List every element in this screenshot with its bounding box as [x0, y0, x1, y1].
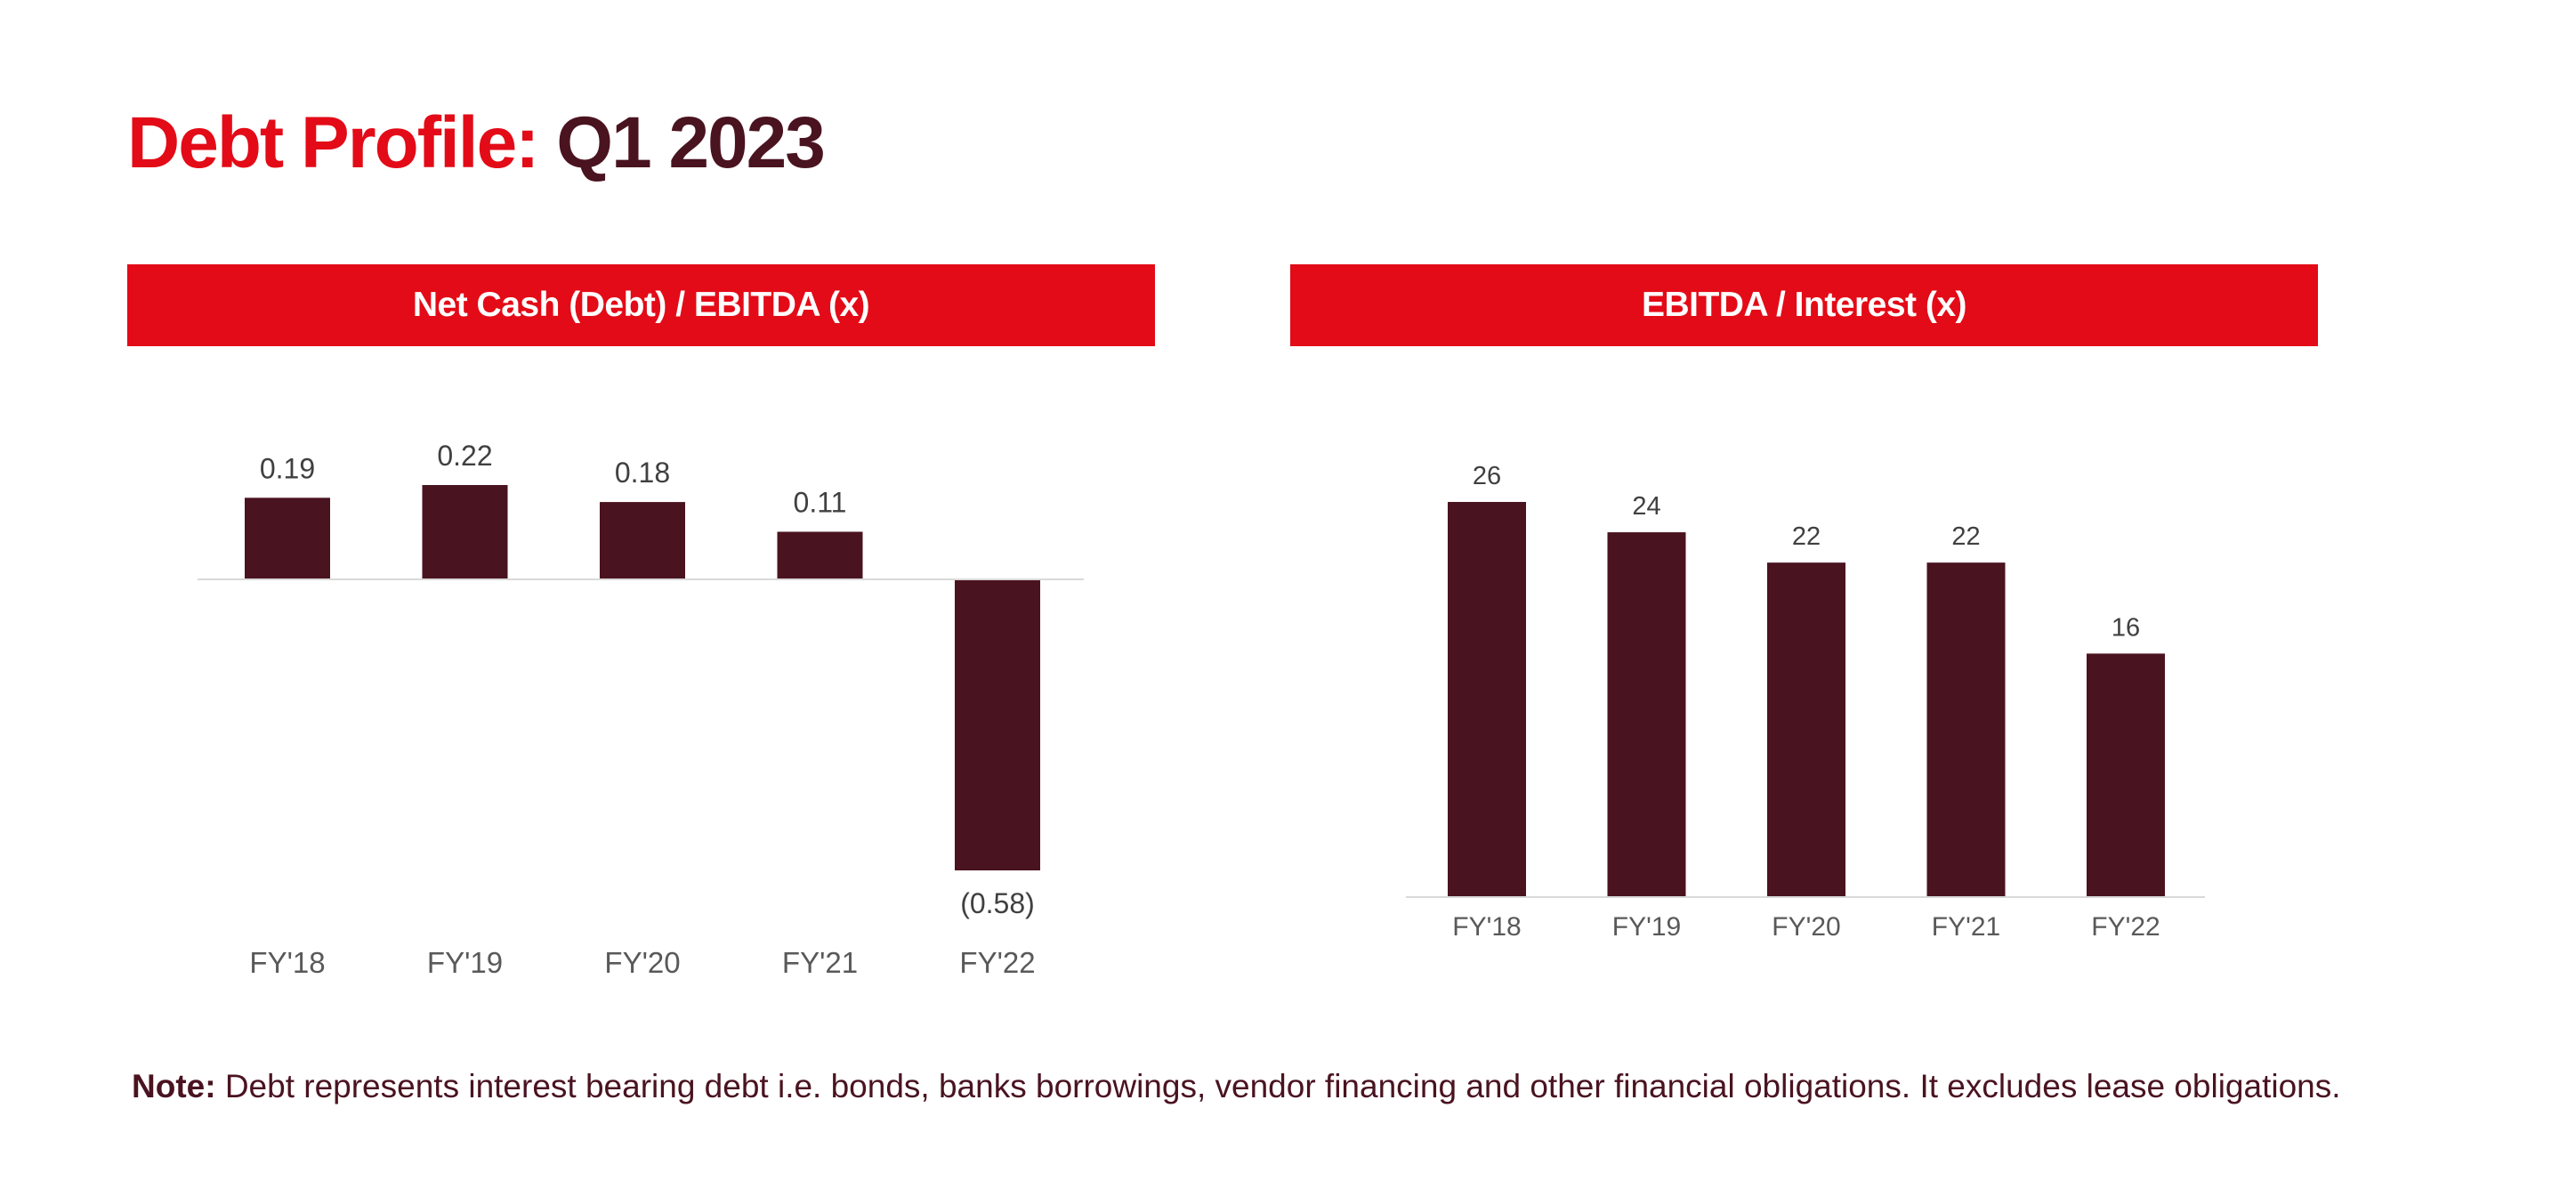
footnote: Note: Debt represents interest bearing d…: [132, 1068, 2341, 1105]
chart-1-data-label: (0.58): [960, 887, 1035, 919]
chart-2-tick-label: FY'20: [1772, 912, 1840, 942]
chart-2-tick-label: FY'22: [2091, 912, 2160, 942]
chart-1-bar: [600, 502, 685, 578]
chart-2-tick-label: FY'21: [1932, 912, 2000, 942]
chart-1-tick-label: FY'22: [959, 946, 1035, 979]
chart-1-data-label: 0.22: [437, 440, 492, 472]
chart-2-tick-label: FY'19: [1612, 912, 1681, 942]
chart-2-data-label: 22: [1792, 522, 1821, 551]
chart-2-data-label: 24: [1632, 492, 1660, 521]
page-title: Debt Profile: Q1 2023: [127, 100, 826, 187]
chart-1-data-label: 0.18: [615, 457, 670, 489]
chart-1-bar: [777, 531, 863, 578]
chart-1-bar: [245, 497, 330, 578]
chart-1-data-label: 0.11: [794, 487, 847, 519]
chart-2-bar: [1926, 562, 2006, 896]
chart-2-bar: [1448, 502, 1526, 896]
title-period: Q1 2023: [556, 102, 826, 183]
chart-title-ebitda-interest: EBITDA / Interest (x): [1290, 264, 2318, 346]
footnote-text: Debt represents interest bearing debt i.…: [224, 1068, 2341, 1104]
chart-2-bar: [1767, 562, 1845, 896]
chart-2-data-label: 22: [1951, 522, 1980, 551]
chart-title-net-cash-ebitda: Net Cash (Debt) / EBITDA (x): [127, 264, 1155, 346]
chart-1-tick-label: FY'19: [427, 946, 503, 979]
chart-2-bar: [2087, 653, 2165, 896]
chart-1-bar: [955, 580, 1040, 870]
chart-1-tick-label: FY'20: [604, 946, 680, 979]
chart-1-bar: [422, 485, 508, 578]
chart-2-data-label: 26: [1473, 462, 1501, 490]
chart-1-tick-label: FY'21: [782, 946, 858, 979]
chart-1-data-label: 0.19: [260, 452, 315, 484]
title-prefix: Debt Profile:: [127, 102, 539, 183]
footnote-label: Note:: [132, 1068, 216, 1104]
chart-2-bar: [1607, 532, 1686, 896]
chart-2-data-label: 16: [2112, 613, 2140, 642]
chart-2-tick-label: FY'18: [1452, 912, 1521, 942]
chart-1-tick-label: FY'18: [249, 946, 325, 979]
